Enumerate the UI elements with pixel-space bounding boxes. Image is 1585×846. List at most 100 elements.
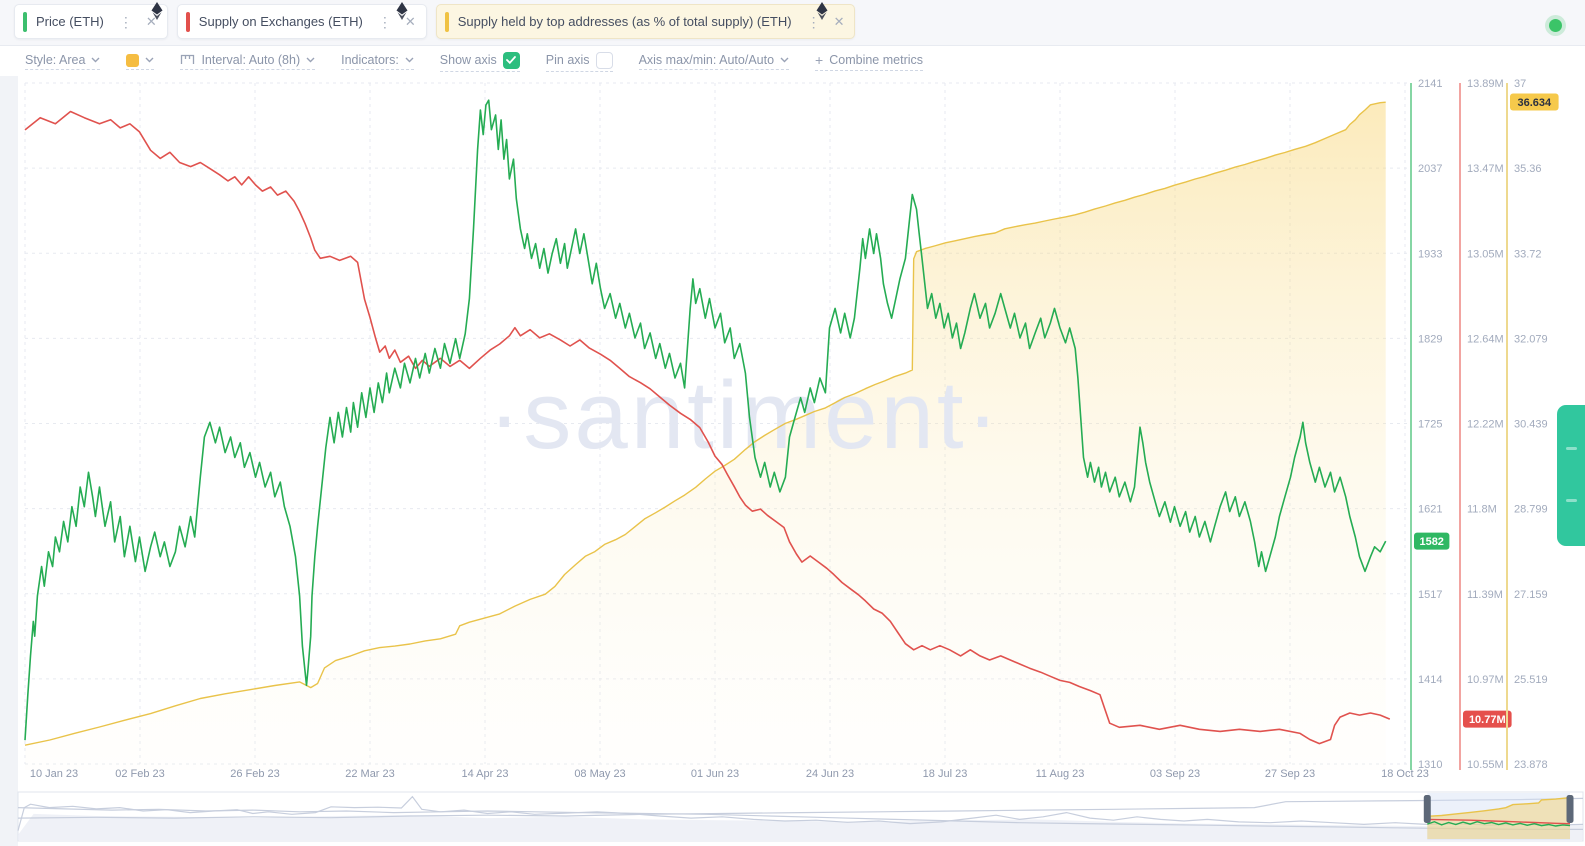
metric-color-swatch-icon (126, 53, 140, 67)
price-axis-tick: 1725 (1418, 419, 1442, 431)
top-holders-axis-tick: 30.439 (1514, 419, 1548, 431)
top-holders-axis-tick: 32.079 (1514, 333, 1548, 345)
left-margin-strip (0, 76, 18, 846)
kebab-menu-icon[interactable]: ⋮ (377, 13, 392, 30)
x-axis-date-label: 03 Sep 23 (1150, 768, 1200, 780)
exchange-supply-axis-tick: 10.97M (1467, 674, 1504, 686)
combine-metrics-button[interactable]: + Combine metrics (815, 52, 924, 71)
metric-tab-bar: Price (ETH) ⋮ ✕ Supply on Exchanges (ETH… (0, 0, 1585, 46)
price-axis-tick: 1829 (1418, 333, 1442, 345)
x-axis-date-label: 14 Apr 23 (461, 768, 508, 780)
navigator-handle-left[interactable] (1423, 795, 1431, 823)
main-chart-canvas[interactable]: ·santiment· 2141 2037 1933 1829 1725 1621 1517 1… (0, 76, 1585, 846)
eth-diamond-icon[interactable] (816, 2, 828, 20)
x-axis-date-label: 18 Oct 23 (1381, 768, 1429, 780)
chevron-down-icon (306, 57, 315, 63)
price-line (24, 99, 1387, 741)
chevron-down-icon (91, 57, 100, 63)
exchange-supply-axis-tick: 10.55M (1467, 759, 1504, 771)
interval-icon (181, 54, 195, 64)
side-panel-handle-mark (1566, 447, 1577, 450)
chart-toolbar: Style: Area Interval: Auto (8h) Indicato… (0, 47, 1585, 76)
chevron-down-icon (405, 57, 414, 63)
exchange-supply-axis-tick: 12.64M (1467, 333, 1504, 345)
price-axis-tick: 1933 (1418, 248, 1442, 260)
tab-price-eth[interactable]: Price (ETH) ⋮ ✕ (14, 4, 168, 39)
close-icon[interactable]: ✕ (833, 14, 845, 29)
close-icon[interactable]: ✕ (145, 14, 157, 29)
santiment-watermark: ·santiment· (488, 362, 1001, 469)
side-panel-handle[interactable] (1557, 405, 1585, 546)
exchange-supply-axis-tick: 13.05M (1467, 248, 1504, 260)
exchange-supply-axis-last-value-badge (1463, 710, 1512, 728)
color-swatch-dropdown[interactable] (126, 53, 155, 70)
navigator-mini-line (1427, 818, 1571, 825)
x-axis-date-label: 22 Mar 23 (345, 768, 395, 780)
style-dropdown[interactable]: Style: Area (25, 53, 101, 70)
indicators-label: Indicators: (341, 53, 399, 67)
x-axis-date-label: 02 Feb 23 (115, 768, 165, 780)
chart-area: ·santiment· 2141 2037 1933 1829 1725 1621 1517 1… (0, 76, 1585, 846)
tab-label: Price (ETH) (36, 14, 104, 29)
status-dot[interactable] (1549, 19, 1562, 32)
x-axis-date-label: 08 May 23 (574, 768, 625, 780)
show-axis-checkbox[interactable] (502, 51, 520, 69)
kebab-menu-icon[interactable]: ⋮ (118, 13, 133, 30)
check-icon (506, 56, 517, 64)
top-holders-axis-tick: 33.72 (1514, 248, 1542, 260)
exchange-supply-axis-last-value: 10.77M (1469, 714, 1506, 726)
kebab-menu-icon[interactable]: ⋮ (806, 13, 821, 30)
eth-diamond-icon[interactable] (151, 2, 163, 20)
tab-supply-top-addresses[interactable]: Supply held by top addresses (as % of to… (435, 4, 856, 39)
side-panel-handle-mark (1566, 499, 1577, 502)
price-axis-last-value: 1582 (1419, 536, 1443, 548)
price-axis-last-value-badge (1414, 532, 1450, 550)
exchange-supply-axis-tick: 13.47M (1467, 163, 1504, 175)
exchange-supply-line (24, 110, 1391, 745)
top-holders-line (24, 101, 1386, 746)
metric-color-bar (185, 11, 190, 32)
navigator-mini-line (1427, 796, 1571, 817)
top-holders-axis-tick: 23.878 (1514, 759, 1548, 771)
eth-diamond-icon[interactable] (396, 2, 408, 20)
top-holders-axis-tick: 25.519 (1514, 674, 1548, 686)
top-holders-axis-tick: 37 (1514, 78, 1526, 90)
show-axis-toggle[interactable]: Show axis (439, 51, 520, 72)
navigator-mini-line (1427, 820, 1571, 827)
exchange-supply-axis-tick: 11.8M (1467, 504, 1497, 516)
price-axis-tick: 1414 (1418, 674, 1442, 686)
combine-metrics-label: Combine metrics (829, 53, 924, 67)
top-holders-axis-tick: 35.36 (1514, 163, 1542, 175)
close-icon[interactable]: ✕ (404, 14, 416, 29)
top-holders-area (25, 102, 1386, 770)
x-axis-date-label: 26 Feb 23 (230, 768, 280, 780)
price-axis-tick: 1517 (1418, 589, 1442, 601)
top-holders-axis-last-value: 36.634 (1517, 97, 1552, 109)
tab-supply-on-exchanges[interactable]: Supply on Exchanges (ETH) ⋮ ✕ (176, 4, 427, 39)
navigator-handle-right[interactable] (1566, 795, 1574, 823)
navigator-selection[interactable] (1427, 793, 1571, 840)
style-label: Style: Area (25, 53, 86, 67)
pin-axis-checkbox[interactable] (595, 51, 613, 69)
tab-label: Supply on Exchanges (ETH) (198, 14, 363, 29)
navigator-area (18, 813, 1583, 840)
price-axis-tick: 1621 (1418, 504, 1442, 516)
pin-axis-toggle[interactable]: Pin axis (545, 51, 613, 72)
interval-label: Interval: Auto (8h) (201, 53, 301, 67)
chevron-down-icon (145, 57, 154, 63)
x-axis-date-label: 10 Jan 23 (30, 768, 78, 780)
price-axis-tick: 2141 (1418, 78, 1442, 90)
indicators-dropdown[interactable]: Indicators: (341, 53, 414, 70)
show-axis-label: Show axis (439, 53, 497, 67)
exchange-supply-axis-tick: 12.22M (1467, 419, 1504, 431)
tab-label: Supply held by top addresses (as % of to… (457, 14, 792, 29)
price-axis-tick: 1310 (1418, 759, 1442, 771)
axis-maxmin-label: Axis max/min: Auto/Auto (638, 53, 775, 67)
axis-maxmin-dropdown[interactable]: Axis max/min: Auto/Auto (638, 53, 790, 70)
x-axis-date-label: 01 Jun 23 (691, 768, 739, 780)
x-axis-date-label: 11 Aug 23 (1036, 768, 1085, 780)
interval-dropdown[interactable]: Interval: Auto (8h) (180, 53, 316, 70)
navigator-mini-area (1427, 797, 1571, 839)
chevron-down-icon (780, 57, 789, 63)
price-axis-tick: 2037 (1418, 163, 1442, 175)
